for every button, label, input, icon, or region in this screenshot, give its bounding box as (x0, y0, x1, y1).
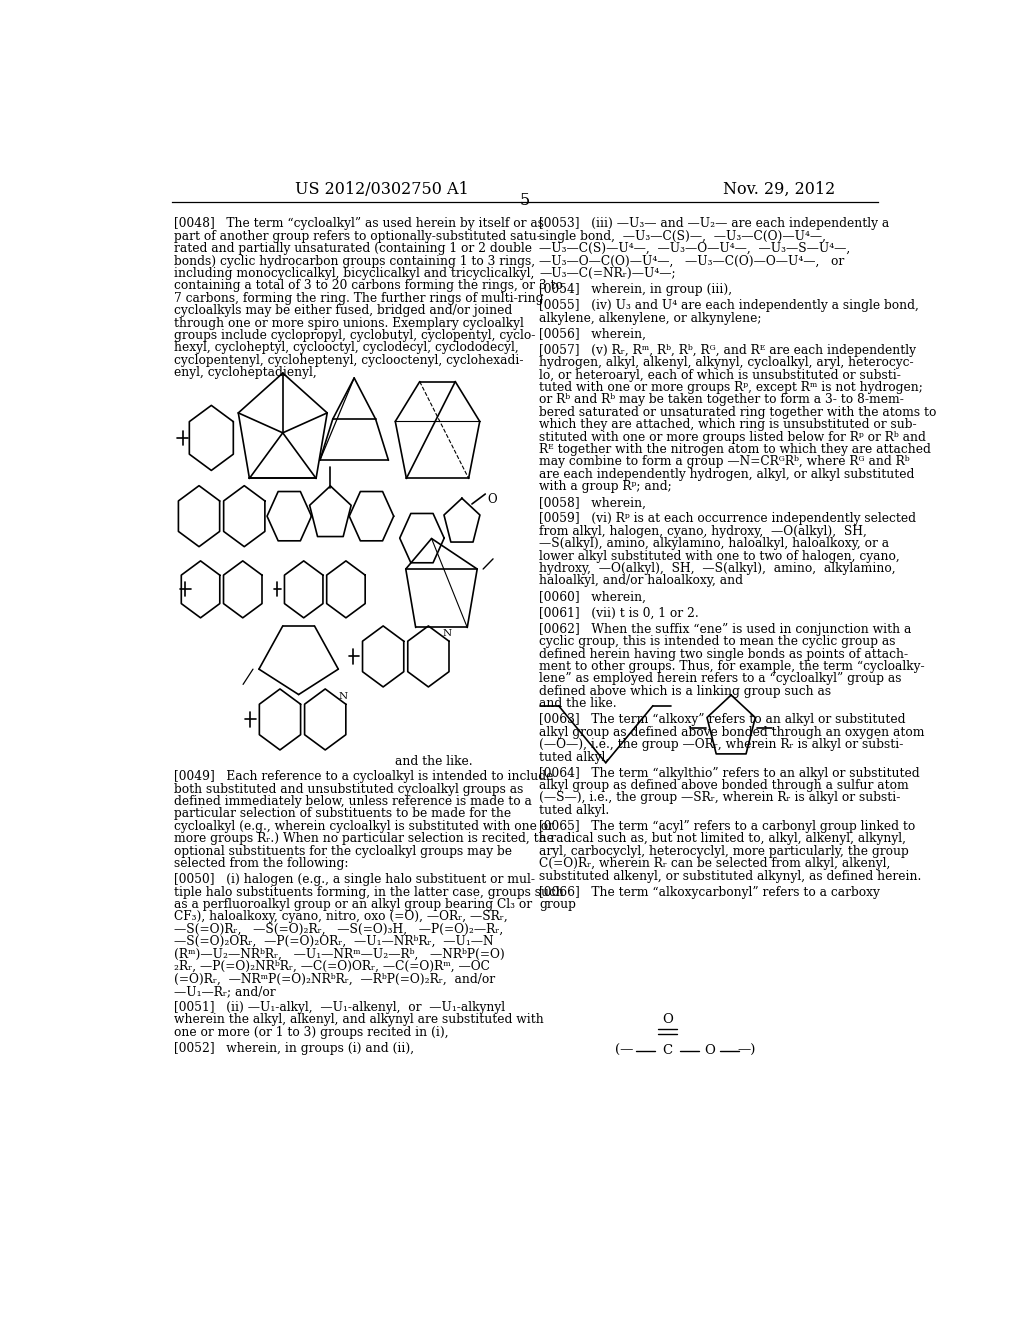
Text: (—O—), i.e., the group —ORᵣ, wherein Rᵣ is alkyl or substi-: (—O—), i.e., the group —ORᵣ, wherein Rᵣ … (539, 738, 903, 751)
Text: substituted alkenyl, or substituted alkynyl, as defined herein.: substituted alkenyl, or substituted alky… (539, 870, 922, 883)
Text: O: O (663, 1012, 673, 1026)
Text: group: group (539, 898, 575, 911)
Text: —): —) (738, 1044, 756, 1057)
Text: [0057]   (v) Rᵣ, Rᵐ, Rᵇ, Rᵇ, Rᴳ, and Rᴱ are each independently: [0057] (v) Rᵣ, Rᵐ, Rᵇ, Rᵇ, Rᴳ, and Rᴱ ar… (539, 343, 916, 356)
Text: selected from the following:: selected from the following: (174, 857, 348, 870)
Text: O: O (705, 1044, 715, 1057)
Text: —S(alkyl), amino, alkylamino, haloalkyl, haloalkoxy, or a: —S(alkyl), amino, alkylamino, haloalkyl,… (539, 537, 889, 550)
Text: [0061]   (vii) t is 0, 1 or 2.: [0061] (vii) t is 0, 1 or 2. (539, 607, 698, 619)
Text: tuted with one or more groups Rᵖ, except Rᵐ is not hydrogen;: tuted with one or more groups Rᵖ, except… (539, 381, 923, 395)
Text: single bond,  —U₃—C(S)—,  —U₃—C(O)—U⁴—,: single bond, —U₃—C(S)—, —U₃—C(O)—U⁴—, (539, 230, 826, 243)
Text: one or more (or 1 to 3) groups recited in (i),: one or more (or 1 to 3) groups recited i… (174, 1026, 449, 1039)
Text: US 2012/0302750 A1: US 2012/0302750 A1 (295, 181, 468, 198)
Text: [0064]   The term “alkylthio” refers to an alkyl or substituted: [0064] The term “alkylthio” refers to an… (539, 767, 920, 780)
Text: defined immediately below, unless reference is made to a: defined immediately below, unless refere… (174, 795, 531, 808)
Text: [0049]   Each reference to a cycloalkyl is intended to include: [0049] Each reference to a cycloalkyl is… (174, 771, 553, 783)
Text: —U₃—C(S)—U⁴—,  —U₃—O—U⁴—,  —U₃—S—U⁴—,: —U₃—C(S)—U⁴—, —U₃—O—U⁴—, —U₃—S—U⁴—, (539, 242, 850, 255)
Text: alkyl group as defined above bonded through a sulfur atom: alkyl group as defined above bonded thro… (539, 779, 909, 792)
Text: [0052]   wherein, in groups (i) and (ii),: [0052] wherein, in groups (i) and (ii), (174, 1041, 414, 1055)
Text: ment to other groups. Thus, for example, the term “cycloalky-: ment to other groups. Thus, for example,… (539, 660, 925, 673)
Text: aryl, carbocyclyl, heterocyclyl, more particularly, the group: aryl, carbocyclyl, heterocyclyl, more pa… (539, 845, 909, 858)
Text: optional substituents for the cycloalkyl groups may be: optional substituents for the cycloalkyl… (174, 845, 512, 858)
Text: hydrogen, alkyl, alkenyl, alkynyl, cycloalkyl, aryl, heterocyc-: hydrogen, alkyl, alkenyl, alkynyl, cyclo… (539, 356, 913, 370)
Text: from alkyl, halogen, cyano, hydroxy,  —O(alkyl),  SH,: from alkyl, halogen, cyano, hydroxy, —O(… (539, 525, 867, 537)
Text: —U₃—C(=NRᵣ)—U⁴—;: —U₃—C(=NRᵣ)—U⁴—; (539, 267, 676, 280)
Text: alkyl group as defined above bonded through an oxygen atom: alkyl group as defined above bonded thro… (539, 726, 925, 739)
Text: —S(=O)Rᵣ,   —S(=O)₂Rᵣ,   —S(=O)₃H,   —P(=O)₂—Rᵣ,: —S(=O)Rᵣ, —S(=O)₂Rᵣ, —S(=O)₃H, —P(=O)₂—R… (174, 923, 503, 936)
Text: [0054]   wherein, in group (iii),: [0054] wherein, in group (iii), (539, 282, 732, 296)
Text: [0051]   (ii) —U₁-alkyl,  —U₁-alkenyl,  or  —U₁-alkynyl: [0051] (ii) —U₁-alkyl, —U₁-alkenyl, or —… (174, 1001, 505, 1014)
Text: and the like.: and the like. (395, 755, 473, 768)
Text: are each independently hydrogen, alkyl, or alkyl substituted: are each independently hydrogen, alkyl, … (539, 467, 914, 480)
Text: enyl, cycloheptadienyl,: enyl, cycloheptadienyl, (174, 366, 316, 379)
Text: lower alkyl substituted with one to two of halogen, cyano,: lower alkyl substituted with one to two … (539, 549, 900, 562)
Text: both substituted and unsubstituted cycloalkyl groups as: both substituted and unsubstituted cyclo… (174, 783, 523, 796)
Text: defined above which is a linking group such as: defined above which is a linking group s… (539, 685, 831, 698)
Text: 5: 5 (519, 193, 530, 210)
Text: lo, or heteroaryl, each of which is unsubstituted or substi-: lo, or heteroaryl, each of which is unsu… (539, 368, 901, 381)
Text: ₂Rᵣ, —P(=O)₂NRᵇRᵣ, —C(=O)ORᵣ, —C(=O)Rᵐ, —OC: ₂Rᵣ, —P(=O)₂NRᵇRᵣ, —C(=O)ORᵣ, —C(=O)Rᵐ, … (174, 960, 489, 973)
Text: wherein the alkyl, alkenyl, and alkynyl are substituted with: wherein the alkyl, alkenyl, and alkynyl … (174, 1014, 544, 1027)
Text: [0050]   (i) halogen (e.g., a single halo substituent or mul-: [0050] (i) halogen (e.g., a single halo … (174, 874, 535, 886)
Text: [0065]   The term “acyl” refers to a carbonyl group linked to: [0065] The term “acyl” refers to a carbo… (539, 820, 915, 833)
Text: tuted alkyl.: tuted alkyl. (539, 751, 609, 763)
Text: part of another group refers to optionally-substituted satu-: part of another group refers to optional… (174, 230, 541, 243)
Text: [0066]   The term “alkoxycarbonyl” refers to a carboxy: [0066] The term “alkoxycarbonyl” refers … (539, 886, 880, 899)
Text: cyclopentenyl, cycloheptenyl, cyclooctenyl, cyclohexadi-: cyclopentenyl, cycloheptenyl, cycloocten… (174, 354, 523, 367)
Text: 7 carbons, forming the ring. The further rings of multi-ring: 7 carbons, forming the ring. The further… (174, 292, 544, 305)
Text: may combine to form a group —N=CRᴳRᵇ, where Rᴳ and Rᵇ: may combine to form a group —N=CRᴳRᵇ, wh… (539, 455, 909, 469)
Text: rated and partially unsaturated (containing 1 or 2 double: rated and partially unsaturated (contain… (174, 242, 532, 255)
Text: N: N (442, 630, 452, 638)
Text: which they are attached, which ring is unsubstituted or sub-: which they are attached, which ring is u… (539, 418, 916, 432)
Text: with a group Rᵖ; and;: with a group Rᵖ; and; (539, 480, 672, 494)
Text: (=O)Rᵣ,  —NRᵐP(=O)₂NRᵇRᵣ,  —RᵇP(=O)₂Rᵣ,  and/or: (=O)Rᵣ, —NRᵐP(=O)₂NRᵇRᵣ, —RᵇP(=O)₂Rᵣ, an… (174, 973, 496, 986)
Text: C(=O)Rᵣ, wherein Rᵣ can be selected from alkyl, alkenyl,: C(=O)Rᵣ, wherein Rᵣ can be selected from… (539, 857, 891, 870)
Text: particular selection of substituents to be made for the: particular selection of substituents to … (174, 808, 511, 821)
Text: groups include cyclopropyl, cyclobutyl, cyclopentyl, cyclo-: groups include cyclopropyl, cyclobutyl, … (174, 329, 536, 342)
Text: (—: (— (614, 1044, 633, 1057)
Text: —U₁—Rᵣ; and/or: —U₁—Rᵣ; and/or (174, 985, 275, 998)
Text: defined herein having two single bonds as points of attach-: defined herein having two single bonds a… (539, 648, 908, 660)
Text: [0058]   wherein,: [0058] wherein, (539, 496, 646, 510)
Text: or Rᵇ and Rᵇ may be taken together to form a 3- to 8-mem-: or Rᵇ and Rᵇ may be taken together to fo… (539, 393, 904, 407)
Text: a radical such as, but not limited to, alkyl, alkenyl, alkynyl,: a radical such as, but not limited to, a… (539, 833, 906, 845)
Text: CF₃), haloalkoxy, cyano, nitro, oxo (=O), —ORᵣ, —SRᵣ,: CF₃), haloalkoxy, cyano, nitro, oxo (=O)… (174, 911, 508, 924)
Text: lene” as employed herein refers to a “cycloalkyl” group as: lene” as employed herein refers to a “cy… (539, 672, 901, 685)
Text: Nov. 29, 2012: Nov. 29, 2012 (723, 181, 836, 198)
Text: C: C (663, 1044, 673, 1057)
Text: [0048]   The term “cycloalkyl” as used herein by itself or as: [0048] The term “cycloalkyl” as used her… (174, 218, 544, 231)
Text: —S(=O)₂ORᵣ,  —P(=O)₂ORᵣ,  —U₁—NRᵇRᵣ,  —U₁—N: —S(=O)₂ORᵣ, —P(=O)₂ORᵣ, —U₁—NRᵇRᵣ, —U₁—N (174, 935, 494, 948)
Text: [0056]   wherein,: [0056] wherein, (539, 327, 646, 341)
Text: more groups Rᵣ.) When no particular selection is recited, the: more groups Rᵣ.) When no particular sele… (174, 833, 554, 845)
Text: through one or more spiro unions. Exemplary cycloalkyl: through one or more spiro unions. Exempl… (174, 317, 524, 330)
Text: haloalkyl, and/or haloalkoxy, and: haloalkyl, and/or haloalkoxy, and (539, 574, 743, 587)
Text: tuted alkyl.: tuted alkyl. (539, 804, 609, 817)
Text: hexyl, cycloheptyl, cyclooctyl, cyclodecyl, cyclododecyl,: hexyl, cycloheptyl, cyclooctyl, cyclodec… (174, 342, 519, 354)
Text: cycloalkyls may be either fused, bridged and/or joined: cycloalkyls may be either fused, bridged… (174, 304, 512, 317)
Text: Rᴱ together with the nitrogen atom to which they are attached: Rᴱ together with the nitrogen atom to wh… (539, 444, 931, 455)
Text: O: O (487, 492, 497, 506)
Text: bered saturated or unsaturated ring together with the atoms to: bered saturated or unsaturated ring toge… (539, 405, 937, 418)
Text: bonds) cyclic hydrocarbon groups containing 1 to 3 rings,: bonds) cyclic hydrocarbon groups contain… (174, 255, 536, 268)
Text: (Rᵐ)—U₂—NRᵇRᵣ,   —U₁—NRᵐ—U₂—Rᵇ,   —NRᵇP(=O): (Rᵐ)—U₂—NRᵇRᵣ, —U₁—NRᵐ—U₂—Rᵇ, —NRᵇP(=O) (174, 948, 505, 961)
Text: N: N (338, 692, 347, 701)
Text: alkylene, alkenylene, or alkynylene;: alkylene, alkenylene, or alkynylene; (539, 312, 762, 325)
Text: [0053]   (iii) —U₃— and —U₂— are each independently a: [0053] (iii) —U₃— and —U₂— are each inde… (539, 218, 889, 231)
Text: as a perfluoroalkyl group or an alkyl group bearing Cl₃ or: as a perfluoroalkyl group or an alkyl gr… (174, 898, 532, 911)
Text: stituted with one or more groups listed below for Rᵖ or Rᵇ and: stituted with one or more groups listed … (539, 430, 926, 444)
Text: (—S—), i.e., the group —SRᵣ, wherein Rᵣ is alkyl or substi-: (—S—), i.e., the group —SRᵣ, wherein Rᵣ … (539, 792, 900, 804)
Text: cyclic group, this is intended to mean the cyclic group as: cyclic group, this is intended to mean t… (539, 635, 896, 648)
Text: [0055]   (iv) U₃ and U⁴ are each independently a single bond,: [0055] (iv) U₃ and U⁴ are each independe… (539, 300, 919, 313)
Text: tiple halo substituents forming, in the latter case, groups such: tiple halo substituents forming, in the … (174, 886, 564, 899)
Text: cycloalkyl (e.g., wherein cycloalkyl is substituted with one or: cycloalkyl (e.g., wherein cycloalkyl is … (174, 820, 554, 833)
Text: —U₃—O—C(O)—U⁴—,   —U₃—C(O)—O—U⁴—,   or: —U₃—O—C(O)—U⁴—, —U₃—C(O)—O—U⁴—, or (539, 255, 845, 268)
Text: [0060]   wherein,: [0060] wherein, (539, 590, 646, 603)
Text: containing a total of 3 to 20 carbons forming the rings, or 3 to: containing a total of 3 to 20 carbons fo… (174, 280, 563, 292)
Text: [0062]   When the suffix “ene” is used in conjunction with a: [0062] When the suffix “ene” is used in … (539, 623, 911, 636)
Text: including monocyclicalkyl, bicyclicalkyl and tricyclicalkyl,: including monocyclicalkyl, bicyclicalkyl… (174, 267, 535, 280)
Text: hydroxy,  —O(alkyl),  SH,  —S(alkyl),  amino,  alkylamino,: hydroxy, —O(alkyl), SH, —S(alkyl), amino… (539, 562, 896, 576)
Text: and the like.: and the like. (539, 697, 616, 710)
Text: [0063]   The term “alkoxy” refers to an alkyl or substituted: [0063] The term “alkoxy” refers to an al… (539, 713, 905, 726)
Text: [0059]   (vi) Rᵖ is at each occurrence independently selected: [0059] (vi) Rᵖ is at each occurrence ind… (539, 512, 916, 525)
